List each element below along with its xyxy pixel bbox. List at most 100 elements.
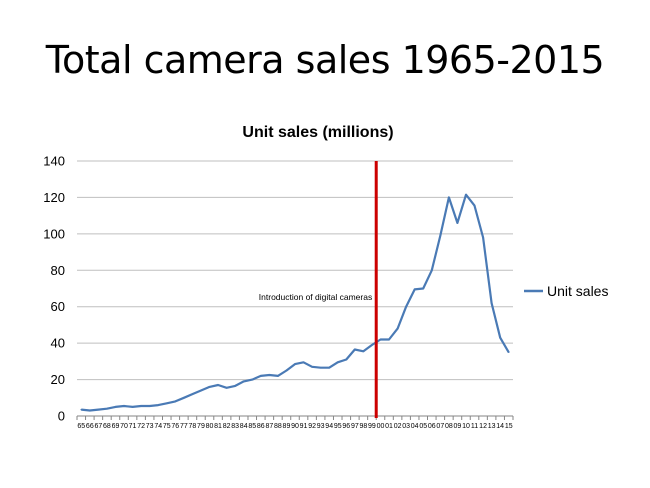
x-tick-label: 83 <box>231 423 239 430</box>
data-point <box>294 363 296 365</box>
data-point <box>302 361 305 364</box>
data-point <box>448 196 450 199</box>
data-point <box>242 380 245 383</box>
data-point <box>80 408 83 411</box>
data-point <box>208 386 211 388</box>
x-tick-label: 96 <box>342 423 350 430</box>
y-tick-label: 80 <box>51 263 65 278</box>
y-tick-label: 140 <box>43 154 65 169</box>
data-point <box>277 375 279 377</box>
data-point <box>465 193 467 196</box>
data-point <box>285 369 288 372</box>
annotation-label: Introduction of digital cameras <box>259 292 372 302</box>
x-tick-label: 93 <box>317 423 325 430</box>
x-tick-label: 91 <box>300 423 308 430</box>
x-tick-label: 73 <box>146 423 154 430</box>
gridlines <box>77 160 513 417</box>
data-point <box>140 405 142 407</box>
x-tick-label: 90 <box>291 423 299 430</box>
annotation-group: Introduction of digital cameras <box>259 161 378 418</box>
x-tick-label: 05 <box>419 423 427 430</box>
y-tick-label: 0 <box>58 409 65 424</box>
data-point <box>490 302 493 304</box>
data-point <box>114 406 117 408</box>
x-tick-label: 02 <box>394 423 402 430</box>
data-point <box>225 386 228 389</box>
data-point <box>200 389 202 392</box>
chart-title: Unit sales (millions) <box>242 124 393 141</box>
data-point <box>354 348 356 351</box>
data-point <box>422 287 425 290</box>
x-tick-label: 10 <box>462 423 470 430</box>
x-tick-label: 87 <box>265 423 273 430</box>
x-tick-label: 13 <box>488 423 496 430</box>
x-tick-label: 00 <box>377 423 385 430</box>
x-tick-label: 89 <box>283 423 291 430</box>
x-axis-ticks: 65 66 67 68 69 70 71 72 73 74 75 76 77 78 79 80 81 82 83 84… <box>76 416 514 430</box>
data-point <box>473 204 476 207</box>
x-tick-label: 94 <box>325 423 333 430</box>
data-point <box>157 404 160 406</box>
data-point <box>362 350 365 353</box>
x-tick-label: 06 <box>428 423 436 430</box>
x-tick-label: 09 <box>454 423 462 430</box>
slide-title: Total camera sales 1965-2015 <box>45 38 605 82</box>
x-tick-label: 07 <box>436 423 444 430</box>
x-tick-label: 85 <box>248 423 256 430</box>
y-tick-label: 120 <box>43 190 65 205</box>
data-point <box>388 338 390 341</box>
x-tick-label: 99 <box>368 423 376 430</box>
data-point <box>260 375 262 377</box>
x-tick-label: 81 <box>214 423 222 430</box>
x-tick-label: 88 <box>274 423 282 430</box>
x-tick-label: 82 <box>223 423 231 430</box>
y-tick-label: 100 <box>43 226 65 241</box>
y-tick-label: 40 <box>51 336 65 351</box>
x-tick-label: 78 <box>189 423 197 430</box>
x-tick-label: 14 <box>496 423 504 430</box>
y-axis-ticks: 0 20 40 60 80 100 120 140 <box>43 154 65 424</box>
y-tick-label: 60 <box>51 299 65 314</box>
data-point <box>379 338 382 341</box>
x-tick-label: 12 <box>479 423 487 430</box>
data-point <box>405 305 407 308</box>
x-tick-label: 80 <box>206 423 214 430</box>
data-point <box>439 234 442 237</box>
x-tick-label: 70 <box>120 423 128 430</box>
data-point <box>371 344 373 346</box>
x-tick-label: 72 <box>137 423 145 430</box>
x-tick-label: 97 <box>351 423 359 430</box>
x-tick-label: 03 <box>402 423 410 430</box>
x-tick-label: 95 <box>334 423 342 430</box>
data-point <box>345 358 348 361</box>
data-point <box>89 409 91 412</box>
data-point <box>482 236 484 239</box>
data-point <box>328 366 330 369</box>
x-tick-label: 77 <box>180 423 188 430</box>
x-tick-label: 92 <box>308 423 316 430</box>
legend-label: Unit sales <box>547 283 608 299</box>
data-point <box>251 378 254 381</box>
x-tick-label: 69 <box>112 423 120 430</box>
x-tick-label: 76 <box>171 423 179 430</box>
x-tick-label: 68 <box>103 423 111 430</box>
x-tick-label: 08 <box>445 423 453 430</box>
data-point <box>311 366 313 368</box>
series-group <box>80 193 510 412</box>
x-tick-label: 74 <box>154 423 162 430</box>
x-tick-label: 98 <box>359 423 367 430</box>
x-tick-label: 71 <box>129 423 137 430</box>
legend: Unit sales <box>524 283 608 299</box>
data-point <box>123 405 125 407</box>
data-point <box>234 385 236 387</box>
data-point <box>191 393 194 395</box>
x-tick-label: 67 <box>94 423 102 430</box>
x-tick-label: 86 <box>257 423 265 430</box>
data-point <box>499 336 501 339</box>
x-tick-label: 66 <box>86 423 94 430</box>
data-point <box>396 327 399 330</box>
data-point <box>106 407 108 410</box>
data-point <box>430 269 433 272</box>
data-point <box>217 384 219 386</box>
